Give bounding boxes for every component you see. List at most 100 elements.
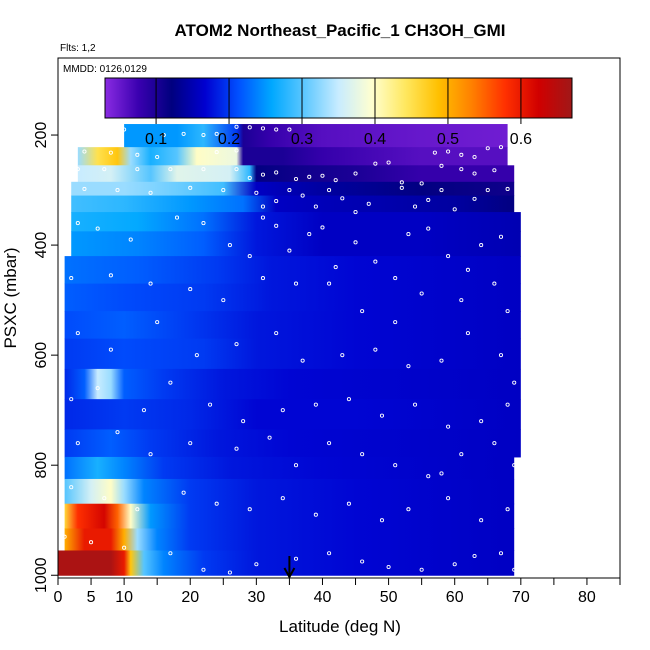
observation-point xyxy=(122,127,127,132)
observation-point xyxy=(412,402,418,407)
heatmap-layer xyxy=(71,181,515,197)
observation-point xyxy=(472,154,477,160)
observation-point xyxy=(247,175,252,181)
observation-point xyxy=(115,188,120,193)
observation-point xyxy=(108,273,113,278)
observation-point xyxy=(201,567,206,572)
chart-title: ATOM2 Northeast_Pacific_1 CH3OH_GMI xyxy=(175,21,506,40)
observation-point xyxy=(102,496,107,501)
observation-point xyxy=(360,309,365,314)
x-tick-label: 0 xyxy=(54,589,63,606)
colorbar-tick-label: 0.4 xyxy=(364,131,386,148)
observation-point xyxy=(69,485,74,490)
observation-point xyxy=(492,441,497,446)
observation-point xyxy=(492,168,497,173)
observation-point xyxy=(505,507,510,512)
flights-note: Flts: 1,2 xyxy=(60,43,96,54)
observation-point xyxy=(108,347,113,352)
observation-point xyxy=(201,132,206,138)
observation-point xyxy=(135,507,140,512)
observation-point xyxy=(234,342,239,347)
observation-point xyxy=(300,193,305,198)
observation-point xyxy=(419,567,424,572)
observation-point xyxy=(194,353,199,358)
observation-point xyxy=(108,150,113,155)
observation-point xyxy=(260,126,266,131)
x-axis-label: Latitude (deg N) xyxy=(279,617,401,636)
observation-point xyxy=(340,196,345,201)
observation-point xyxy=(505,186,510,192)
observation-point xyxy=(247,507,252,512)
observation-point xyxy=(307,232,312,237)
observation-point xyxy=(181,490,186,495)
observation-point xyxy=(128,237,133,242)
observation-point xyxy=(280,408,285,413)
observation-point xyxy=(148,190,153,195)
observation-point xyxy=(485,188,490,193)
observation-point xyxy=(313,512,318,517)
observation-point xyxy=(287,188,292,193)
y-tick-label: 600 xyxy=(33,342,50,369)
observation-point xyxy=(386,160,391,165)
observation-point xyxy=(75,167,80,172)
observation-point xyxy=(214,501,219,506)
y-tick-label: 800 xyxy=(33,452,50,479)
x-tick-label: 5 xyxy=(87,589,96,606)
colorbar-gradient xyxy=(104,77,573,119)
x-tick-label: 50 xyxy=(380,589,398,606)
heatmap-layer xyxy=(64,338,521,370)
observation-point xyxy=(300,358,305,363)
observation-point xyxy=(95,226,100,231)
observation-point xyxy=(247,254,252,259)
observation-point xyxy=(459,298,464,303)
x-tick-label: 70 xyxy=(512,589,530,606)
observation-point xyxy=(274,199,279,204)
observation-point xyxy=(459,452,464,457)
observation-point xyxy=(472,553,477,559)
colorbar-tick-label: 0.6 xyxy=(510,131,532,148)
observation-point xyxy=(148,452,153,457)
heatmap-layer xyxy=(64,368,521,400)
observation-point xyxy=(188,185,193,190)
colorbar-tick-label: 0.1 xyxy=(145,131,167,148)
observation-point xyxy=(274,127,279,132)
observation-point xyxy=(327,551,332,556)
observation-point xyxy=(260,276,266,281)
heatmap-layer xyxy=(64,429,521,458)
x-tick-label: 80 xyxy=(578,589,596,606)
observation-point xyxy=(465,267,470,272)
observation-point xyxy=(168,551,173,556)
observation-point xyxy=(274,331,279,336)
plot-frame xyxy=(57,57,621,579)
y-tick-label: 1000 xyxy=(33,557,50,593)
heatmap-layer xyxy=(64,399,521,430)
observation-point xyxy=(320,173,325,178)
heatmap-layer xyxy=(124,124,508,148)
observation-point xyxy=(498,551,504,556)
observation-point xyxy=(360,559,365,564)
observation-point xyxy=(353,171,358,176)
y-tick-label: 400 xyxy=(33,232,50,259)
observation-point xyxy=(452,207,457,212)
x-tick-label: 40 xyxy=(314,589,332,606)
observation-point xyxy=(479,419,484,424)
observation-point xyxy=(432,150,437,155)
observation-point xyxy=(75,441,80,446)
observation-point xyxy=(406,364,411,369)
observation-point xyxy=(201,167,206,172)
observation-point xyxy=(446,149,451,154)
observation-point xyxy=(472,196,477,201)
heatmap-layer xyxy=(64,283,521,312)
observation-point xyxy=(89,540,94,545)
observation-point xyxy=(479,243,484,248)
observation-point xyxy=(227,243,232,248)
heatmap-layer xyxy=(71,212,521,232)
observation-point xyxy=(69,276,74,281)
observation-point xyxy=(472,171,477,176)
observation-point xyxy=(181,131,186,136)
observation-point xyxy=(393,463,398,468)
colorbar: 0.1 0.2 0.3 0.4 0.5 0.6 xyxy=(104,77,573,148)
observation-point xyxy=(214,131,219,136)
observation-point xyxy=(439,358,444,363)
